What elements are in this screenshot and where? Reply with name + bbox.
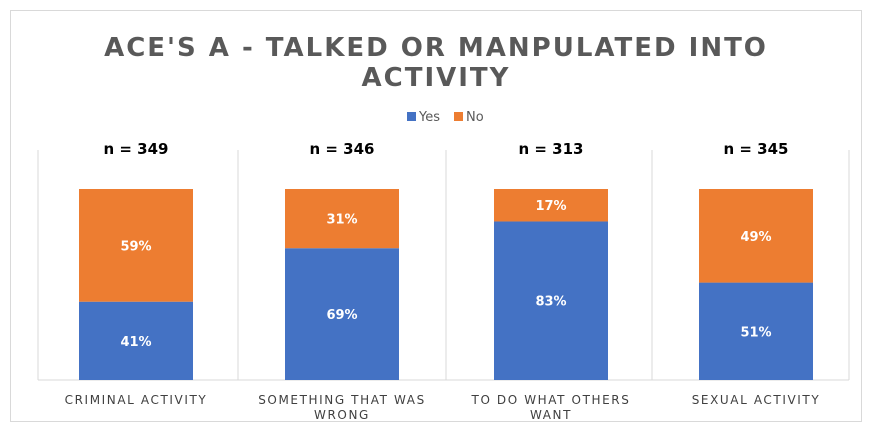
- data-label-no-0: 59%: [120, 239, 151, 254]
- chart-frame: [10, 10, 862, 422]
- legend-swatch-no: [454, 112, 463, 121]
- data-label-yes-0: 41%: [120, 335, 151, 350]
- bar-no-1: [285, 189, 399, 249]
- bar-no-3: [699, 189, 813, 283]
- bar-yes-1: [285, 248, 399, 380]
- legend-label-no: No: [466, 110, 484, 125]
- bar-yes-2: [494, 221, 608, 380]
- category-label-3-line-1: SEXUAL ACTIVITY: [692, 393, 821, 407]
- category-label-1-line-2: WRONG: [314, 408, 370, 422]
- data-label-yes-3: 51%: [740, 325, 771, 340]
- n-label-1: n = 346: [309, 140, 374, 158]
- data-label-no-3: 49%: [740, 230, 771, 245]
- data-label-yes-2: 83%: [535, 295, 566, 310]
- chart-title-line-2: ACTIVITY: [362, 63, 511, 93]
- data-label-yes-1: 69%: [326, 308, 357, 323]
- data-label-no-1: 31%: [326, 213, 357, 228]
- bar-no-0: [79, 189, 193, 302]
- category-label-1-line-1: SOMETHING THAT WAS: [258, 393, 426, 407]
- bar-yes-3: [699, 282, 813, 380]
- bar-yes-0: [79, 301, 193, 380]
- n-label-3: n = 345: [723, 140, 788, 158]
- data-label-no-2: 17%: [535, 199, 566, 214]
- category-label-2-line-2: WANT: [530, 408, 572, 422]
- n-label-2: n = 313: [518, 140, 583, 158]
- bar-no-2: [494, 189, 608, 222]
- category-label-2-line-1: TO DO WHAT OTHERS: [471, 393, 631, 407]
- legend-swatch-yes: [407, 112, 416, 121]
- category-label-0-line-1: CRIMINAL ACTIVITY: [65, 393, 208, 407]
- legend-label-yes: Yes: [418, 110, 440, 125]
- n-label-0: n = 349: [103, 140, 168, 158]
- chart-title-line-1: ACE'S A - TALKED OR MANPULATED INTO: [104, 33, 768, 63]
